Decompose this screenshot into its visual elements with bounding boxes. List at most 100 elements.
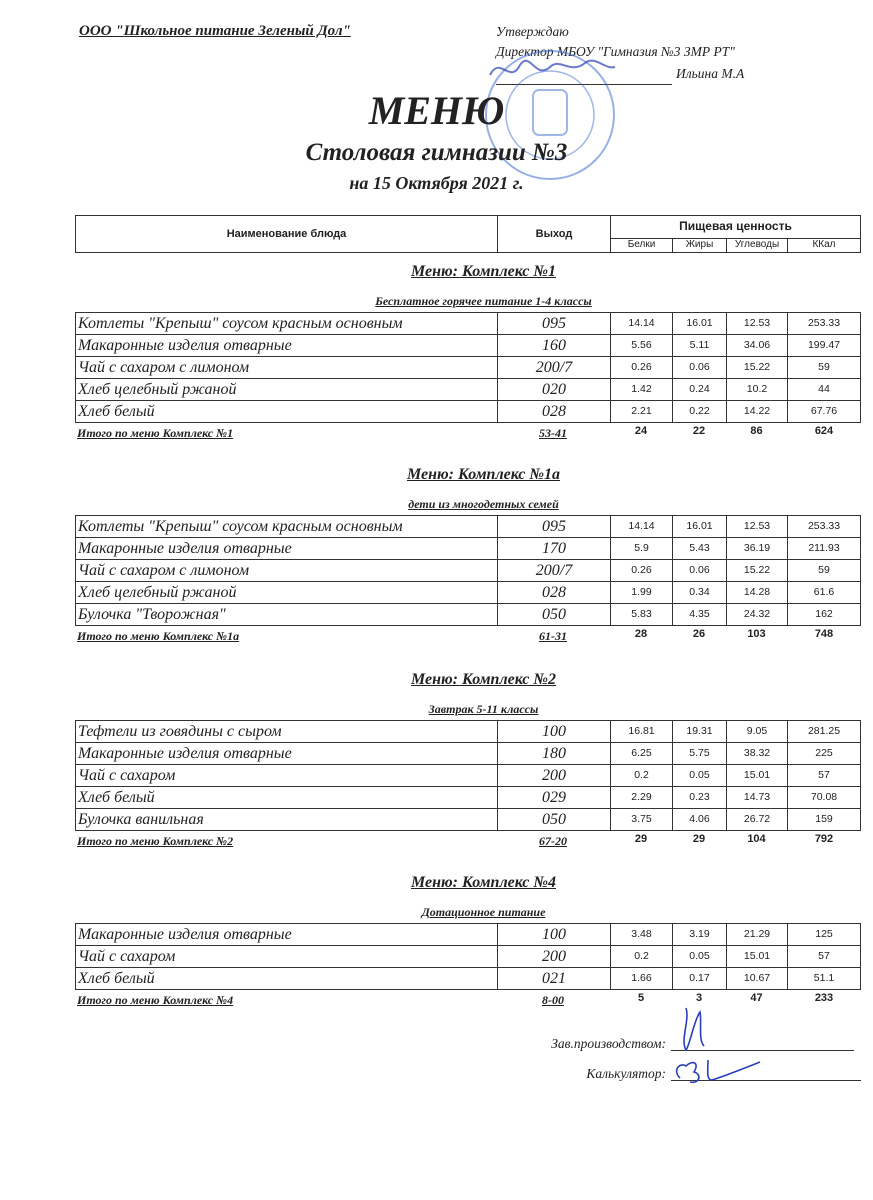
dish-output: 029 <box>497 786 611 809</box>
dish-output: 095 <box>497 312 611 335</box>
dish-fat: 5.11 <box>672 334 727 357</box>
dish-carbs: 12.53 <box>726 312 788 335</box>
dish-output: 100 <box>497 720 611 743</box>
menu-section: Меню: Комплекс №2 Завтрак 5-11 классы Теф… <box>75 670 861 851</box>
dish-output: 020 <box>497 378 611 401</box>
menu-table: Котлеты "Крепыш" соусом красным основным… <box>75 515 861 626</box>
menu-section: Меню: Комплекс №1 Бесплатное горячее пита… <box>75 262 861 443</box>
dish-carbs: 15.01 <box>726 764 788 787</box>
dish-name: Хлеб белый <box>75 786 498 809</box>
dish-output: 180 <box>497 742 611 765</box>
dish-output: 028 <box>497 400 611 423</box>
production-head-label: Зав.производством: <box>551 1036 666 1051</box>
menu-section: Меню: Комплекс №4 Дотационное питание Мак… <box>75 873 861 1010</box>
dish-protein: 14.14 <box>610 515 673 538</box>
dish-protein: 2.29 <box>610 786 673 809</box>
dish-fat: 19.31 <box>672 720 727 743</box>
dish-protein: 16.81 <box>610 720 673 743</box>
table-row: Хлеб целебный ржаной 020 1.42 0.24 10.2 … <box>75 378 861 401</box>
dish-kcal: 70.08 <box>787 786 861 809</box>
dish-kcal: 61.6 <box>787 581 861 604</box>
menu-section: Меню: Комплекс №1а дети из многодетных се… <box>75 465 861 646</box>
total-price: 67-20 <box>539 834 567 848</box>
total-protein: 24 <box>634 425 648 437</box>
dish-carbs: 14.28 <box>726 581 788 604</box>
dish-protein: 14.14 <box>610 312 673 335</box>
total-label: Итого по меню Комплекс №1 <box>77 426 234 440</box>
table-row: Котлеты "Крепыш" соусом красным основным… <box>75 515 861 538</box>
dish-protein: 1.42 <box>610 378 673 401</box>
dish-output: 200/7 <box>497 356 611 379</box>
total-kcal: 748 <box>814 628 834 640</box>
section-title-text: Меню: Комплекс №1а <box>406 466 561 483</box>
column-protein: Белки <box>610 237 673 254</box>
dish-carbs: 26.72 <box>726 808 788 831</box>
total-row: Итого по меню Комплекс №1а 61-31 28 26 103 7… <box>75 626 861 646</box>
column-name: Наименование блюда <box>75 215 498 253</box>
total-protein: 29 <box>634 833 648 845</box>
menu-table: Тефтели из говядины с сыром 100 16.81 19… <box>75 720 861 831</box>
table-row: Хлеб целебный ржаной 028 1.99 0.34 14.28… <box>75 581 861 604</box>
table-row: Макаронные изделия отварные 170 5.9 5.43… <box>75 537 861 560</box>
menu-table: Котлеты "Крепыш" соусом красным основным… <box>75 312 861 423</box>
dish-name: Котлеты "Крепыш" соусом красным основным <box>75 312 498 335</box>
dish-carbs: 24.32 <box>726 603 788 626</box>
signature-line <box>496 84 672 85</box>
handwritten-signatures <box>675 1007 761 1084</box>
dish-kcal: 253.33 <box>787 312 861 335</box>
section-subtitle: дети из многодетных семей <box>106 497 861 511</box>
dish-kcal: 125 <box>787 923 861 946</box>
dish-output: 200 <box>497 945 611 968</box>
dish-kcal: 59 <box>787 356 861 379</box>
dish-fat: 0.06 <box>672 356 727 379</box>
dish-fat: 0.05 <box>672 764 727 787</box>
section-title-text: Меню: Комплекс №1 <box>410 263 557 280</box>
dish-name: Хлеб белый <box>75 967 498 990</box>
total-carbs: 47 <box>750 992 763 1004</box>
table-row: Чай с сахаром с лимоном 200/7 0.26 0.06 … <box>75 559 861 582</box>
dish-output: 050 <box>497 603 611 626</box>
total-carbs: 104 <box>747 833 766 845</box>
dish-name: Булочка "Творожная" <box>75 603 498 626</box>
dish-kcal: 199.47 <box>787 334 861 357</box>
dish-kcal: 44 <box>787 378 861 401</box>
table-row: Чай с сахаром 200 0.2 0.05 15.01 57 <box>75 764 861 787</box>
total-price: 61-31 <box>539 629 567 643</box>
dish-carbs: 15.22 <box>726 356 788 379</box>
section-title-text: Меню: Комплекс №2 <box>410 671 557 688</box>
table-row: Хлеб белый 029 2.29 0.23 14.73 70.08 <box>75 786 861 809</box>
document-title: МЕНЮ <box>368 88 505 133</box>
dish-fat: 0.23 <box>672 786 727 809</box>
dish-name: Котлеты "Крепыш" соусом красным основным <box>75 515 498 538</box>
total-carbs: 86 <box>750 425 763 437</box>
organization-name: ООО "Школьное питание Зеленый Дол" <box>79 23 351 39</box>
total-label: Итого по меню Комплекс №1а <box>77 629 240 643</box>
dish-output: 200 <box>497 764 611 787</box>
dish-kcal: 211.93 <box>787 537 861 560</box>
dish-carbs: 15.22 <box>726 559 788 582</box>
dish-protein: 3.75 <box>610 808 673 831</box>
total-protein: 28 <box>634 628 648 640</box>
dish-fat: 4.35 <box>672 603 727 626</box>
dish-protein: 2.21 <box>610 400 673 423</box>
dish-name: Чай с сахаром <box>75 764 498 787</box>
dish-name: Макаронные изделия отварные <box>75 334 498 357</box>
dish-fat: 0.06 <box>672 559 727 582</box>
dish-output: 160 <box>497 334 611 357</box>
section-title-text: Меню: Комплекс №4 <box>410 874 557 891</box>
total-fat: 29 <box>692 833 706 845</box>
dish-output: 028 <box>497 581 611 604</box>
dish-fat: 4.06 <box>672 808 727 831</box>
menu-date: на 15 Октября 2021 г. <box>349 173 524 193</box>
dish-fat: 0.24 <box>672 378 727 401</box>
section-subtitle: Бесплатное горячее питание 1-4 классы <box>106 294 861 308</box>
dish-protein: 3.48 <box>610 923 673 946</box>
dish-carbs: 14.73 <box>726 786 788 809</box>
dish-protein: 6.25 <box>610 742 673 765</box>
column-nutrition: Пищевая ценность <box>610 215 861 239</box>
column-output: Выход <box>497 215 611 253</box>
section-title: Меню: Комплекс №4 <box>106 873 861 893</box>
dish-output: 170 <box>497 537 611 560</box>
table-row: Тефтели из говядины с сыром 100 16.81 19… <box>75 720 861 743</box>
table-row: Булочка ванильная 050 3.75 4.06 26.72 15… <box>75 808 861 831</box>
